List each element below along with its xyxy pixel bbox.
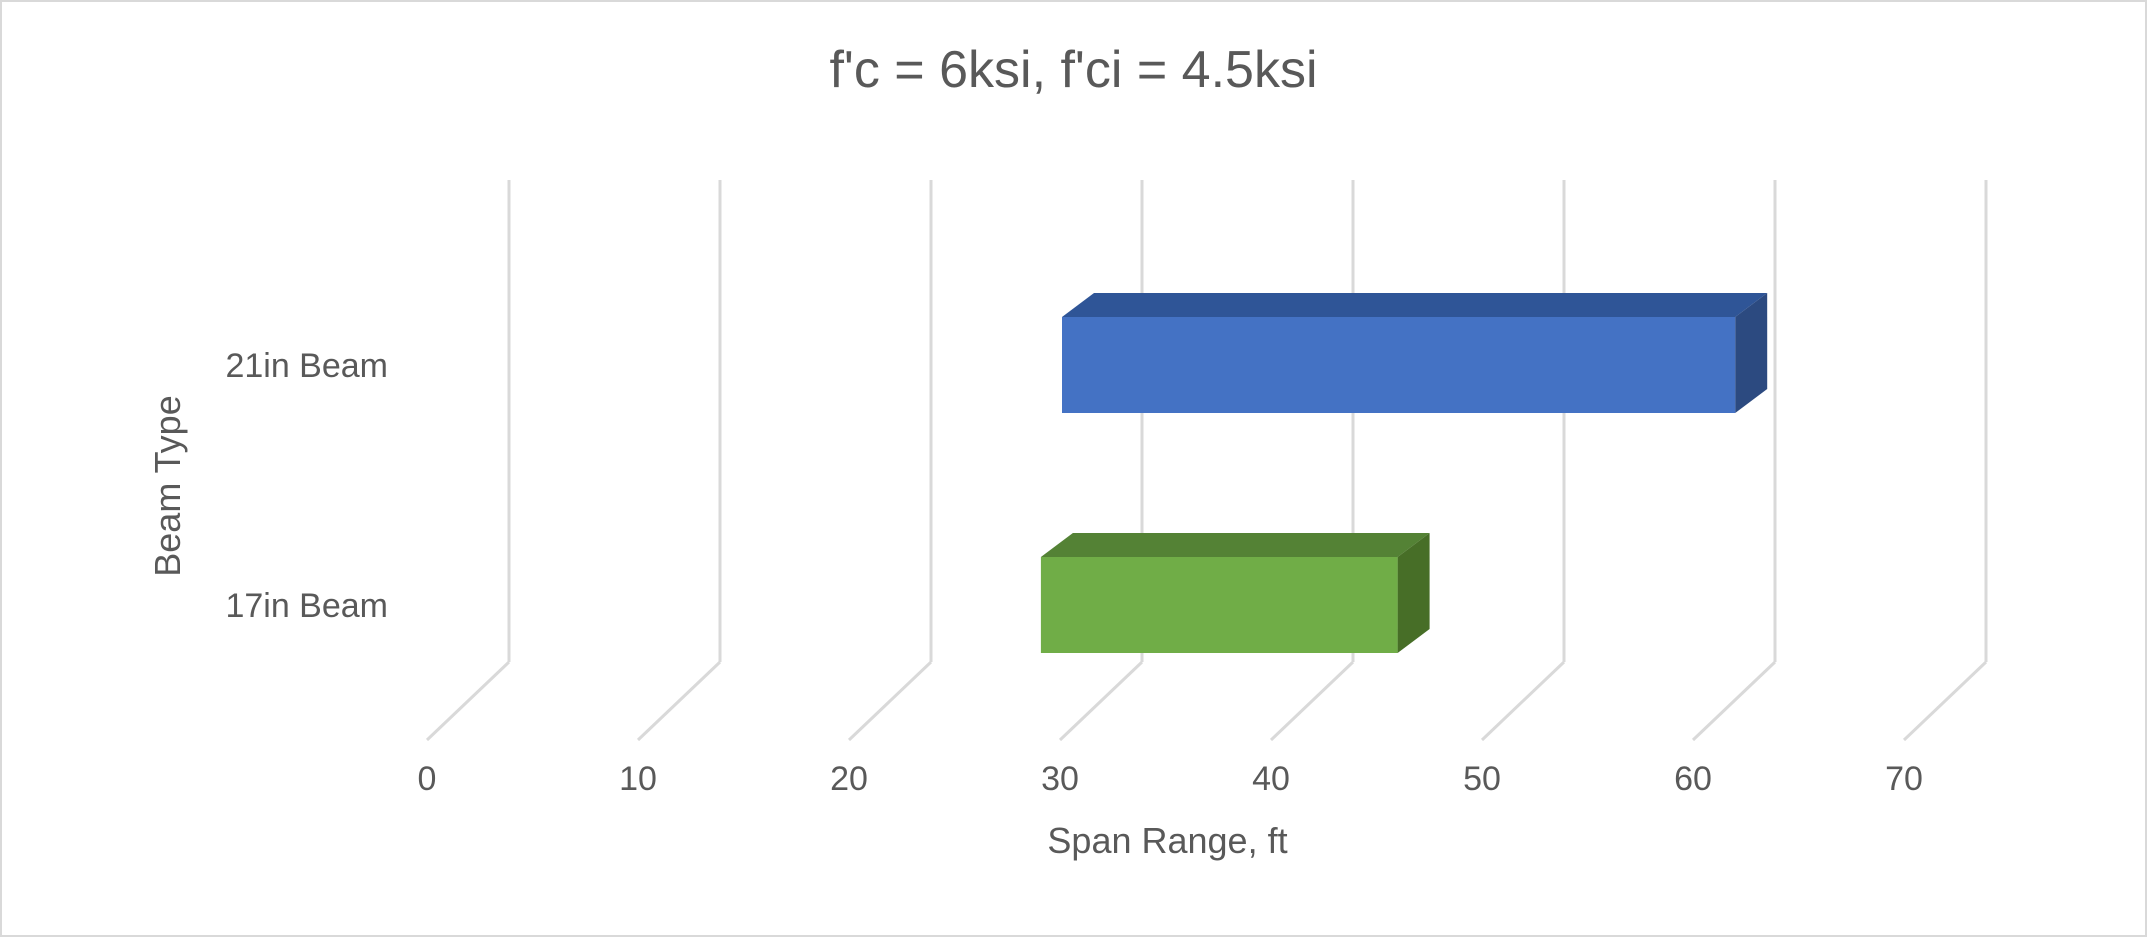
x-tick-label: 30 <box>1041 760 1079 798</box>
x-tick-label: 10 <box>619 760 657 798</box>
gridline-floor <box>1902 660 1988 742</box>
y-tick-label: 17in Beam <box>225 587 388 625</box>
gridline-floor <box>847 660 933 742</box>
bar <box>1062 317 1736 413</box>
gridline-floor <box>1480 660 1566 742</box>
gridline-floor <box>1691 660 1777 742</box>
bar-top-face <box>1040 533 1430 557</box>
x-tick-label: 70 <box>1885 760 1923 798</box>
x-tick-label: 60 <box>1674 760 1712 798</box>
bar <box>1040 557 1398 653</box>
gridline-floor <box>1058 660 1144 742</box>
bar-side-face <box>1735 293 1768 413</box>
gridline-floor <box>425 660 511 742</box>
gridline-floor <box>1269 660 1355 742</box>
bar-side-face <box>1397 533 1430 653</box>
x-tick-label: 0 <box>418 760 437 798</box>
x-tick-label: 40 <box>1252 760 1290 798</box>
x-tick-label: 20 <box>830 760 868 798</box>
bar-top-face <box>1062 293 1768 317</box>
x-tick-label: 50 <box>1463 760 1501 798</box>
chart-title: f'c = 6ksi, f'ci = 4.5ksi <box>829 41 1318 99</box>
y-tick-label: 21in Beam <box>225 347 388 385</box>
x-axis-label: Span Range, ft <box>1047 820 1288 861</box>
gridline-floor <box>636 660 722 742</box>
